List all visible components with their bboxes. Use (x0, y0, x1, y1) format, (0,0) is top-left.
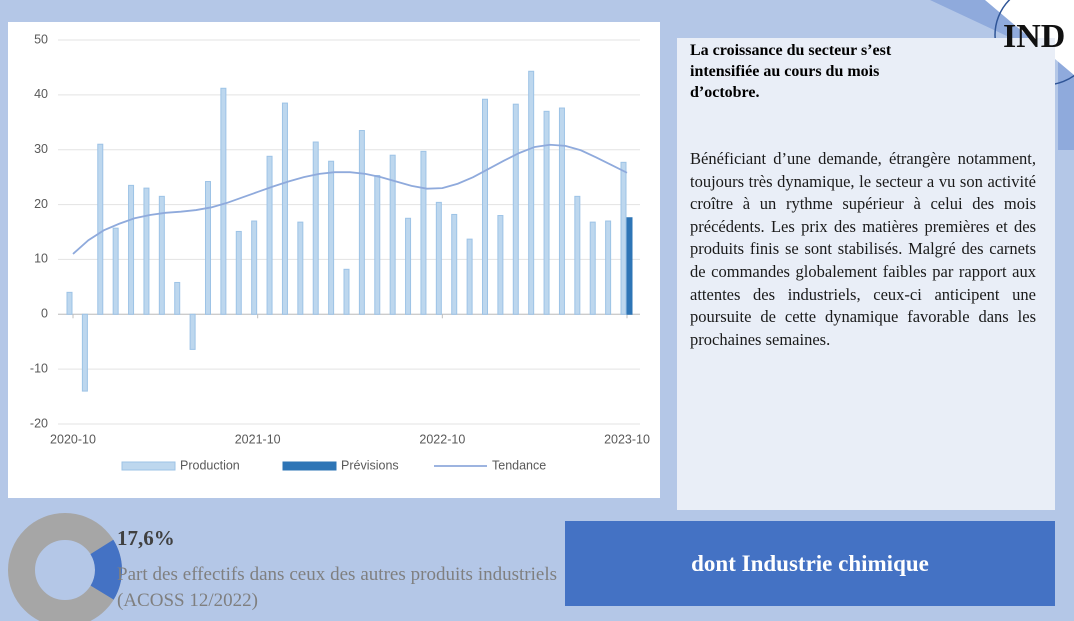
donut-segment (90, 539, 122, 600)
bar (358, 130, 365, 315)
y-tick-label: 40 (34, 87, 48, 101)
commentary-title: La croissance du secteur s’est intensifi… (690, 42, 892, 101)
bar (558, 107, 565, 315)
bar (543, 110, 550, 315)
y-tick-label: -10 (30, 361, 48, 375)
bar (66, 291, 73, 315)
bar (281, 102, 288, 315)
y-tick-label: 0 (41, 307, 48, 321)
bar (97, 143, 104, 315)
legend-label: Tendance (492, 458, 546, 472)
bar (451, 213, 458, 315)
bar (589, 221, 596, 315)
legend-label: Production (180, 458, 240, 472)
y-tick-label: 30 (34, 142, 48, 156)
trend-line (72, 143, 628, 255)
bar (435, 201, 442, 315)
bar (374, 174, 381, 315)
x-tick-label: 2020-10 (50, 432, 96, 446)
bar (128, 184, 135, 315)
text-panel (677, 38, 1055, 510)
section-tag: IND (1003, 18, 1066, 55)
legend-label: Prévisions (341, 458, 399, 472)
bar (189, 313, 196, 350)
x-tick-label: 2021-10 (235, 432, 281, 446)
bar (174, 281, 181, 315)
bar (235, 230, 242, 315)
bar (251, 220, 258, 315)
banner: dont Industrie chimique (565, 521, 1055, 606)
bar (204, 181, 211, 315)
commentary-body: Bénéficiant d’une demande, étrangère not… (690, 149, 1036, 349)
bar (620, 161, 627, 315)
bar (466, 238, 473, 315)
y-tick-label: 20 (34, 197, 48, 211)
bar (143, 187, 150, 315)
bar (220, 87, 227, 315)
bar (112, 227, 119, 315)
bar (512, 103, 519, 315)
legend-swatch (282, 461, 337, 471)
bar (343, 268, 350, 315)
x-tick-label: 2022-10 (419, 432, 465, 446)
bar (266, 155, 273, 315)
bar (312, 141, 319, 315)
bar (420, 150, 427, 315)
share-text: Part des effectifs dans ceux des autres … (117, 564, 557, 611)
bar (482, 98, 489, 315)
y-tick-label: -20 (30, 416, 48, 430)
bar (389, 154, 396, 315)
bar (328, 160, 335, 315)
legend-swatch (121, 461, 176, 471)
y-tick-label: 50 (34, 32, 48, 46)
bar (626, 217, 633, 315)
x-tick-label: 2023-10 (604, 432, 650, 446)
bar (497, 215, 504, 315)
bar (574, 195, 581, 315)
bar (81, 313, 88, 392)
bar (158, 195, 165, 315)
bar (297, 221, 304, 315)
bar (405, 217, 412, 315)
bar (605, 220, 612, 315)
y-tick-label: 10 (34, 252, 48, 266)
bar (528, 70, 535, 315)
share-label: 17,6% (117, 526, 175, 550)
